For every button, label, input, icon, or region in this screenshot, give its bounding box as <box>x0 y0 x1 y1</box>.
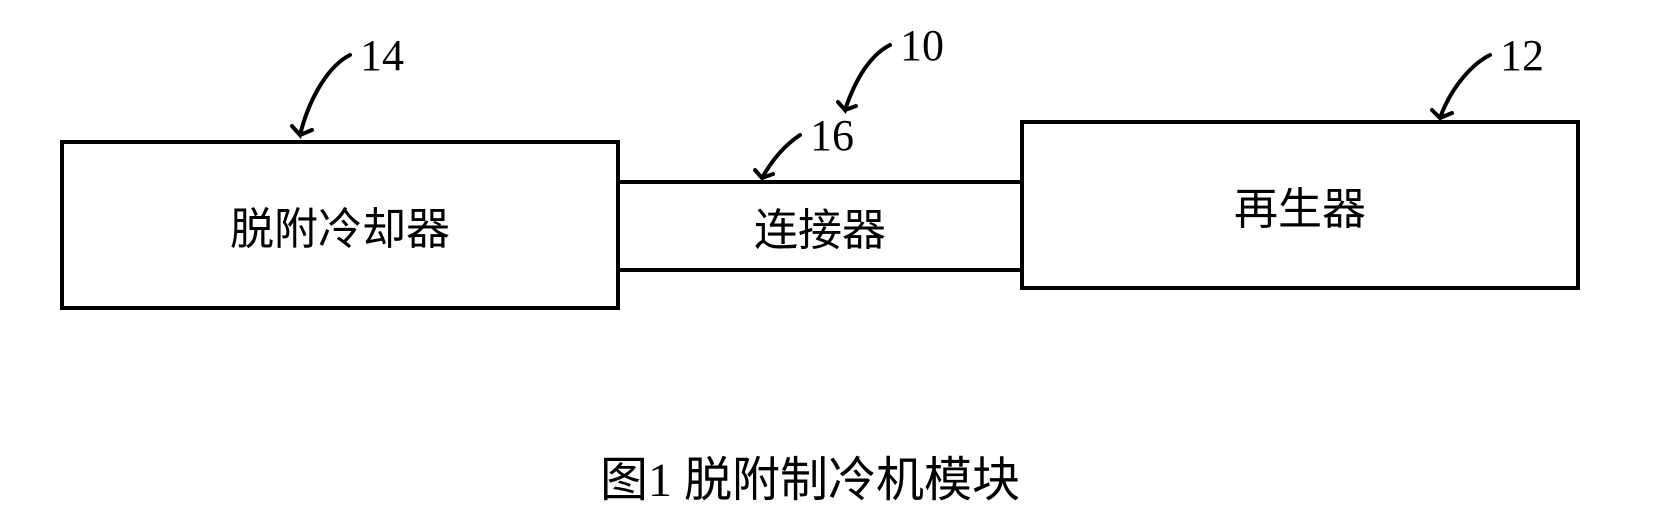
connector-label: 连接器 <box>754 194 886 258</box>
callout-16-text: 16 <box>810 110 854 161</box>
callout-12-text: 12 <box>1500 30 1544 81</box>
connector-box: 连接器 <box>620 180 1020 272</box>
figure-caption: 图1 脱附制冷机模块 <box>600 440 1020 510</box>
callout-16-arrow <box>755 135 800 178</box>
callout-14-text: 14 <box>360 30 404 81</box>
desorption-cooler-label: 脱附冷却器 <box>230 193 450 257</box>
diagram-canvas: 脱附冷却器 连接器 再生器 10 14 12 16 图1 脱附制冷机模块 <box>0 0 1659 527</box>
callout-10-arrow <box>838 45 890 110</box>
regenerator-box: 再生器 <box>1020 120 1580 290</box>
callout-14-arrow <box>292 55 350 135</box>
desorption-cooler-box: 脱附冷却器 <box>60 140 620 310</box>
callout-12-arrow <box>1432 55 1490 118</box>
callout-10-text: 10 <box>900 20 944 71</box>
regenerator-label: 再生器 <box>1234 173 1366 237</box>
